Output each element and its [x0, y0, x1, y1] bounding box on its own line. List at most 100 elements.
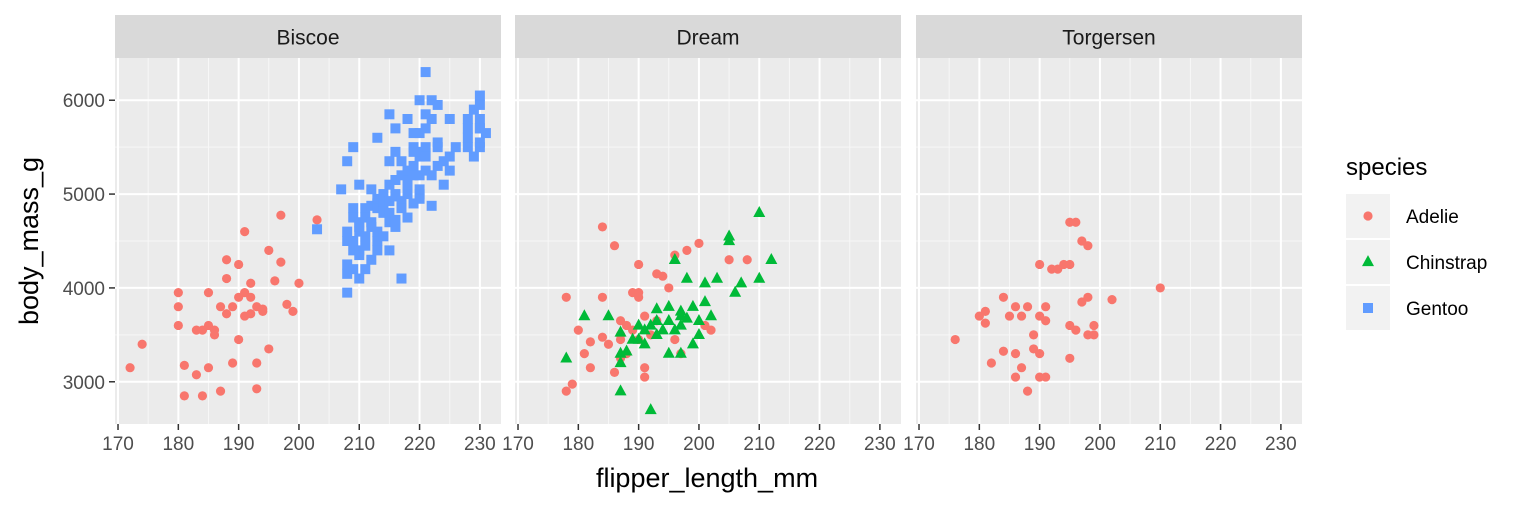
data-point-gentoo [336, 184, 347, 195]
data-point-adelie [634, 259, 644, 270]
series-gentoo [312, 67, 491, 298]
data-point-gentoo [390, 146, 401, 157]
data-point-chinstrap [620, 344, 633, 356]
data-point-adelie [724, 255, 734, 265]
legend-label: Gentoo [1406, 299, 1468, 320]
data-point-adelie [288, 306, 298, 316]
data-point-adelie [191, 370, 202, 380]
facet-strip-label: Torgersen [1062, 27, 1155, 50]
data-point-adelie [1155, 283, 1165, 293]
data-point-adelie [221, 273, 232, 284]
data-point-adelie [950, 334, 960, 345]
x-tick-label: 220 [804, 434, 836, 455]
data-point-gentoo [432, 142, 443, 153]
data-point-adelie [1107, 295, 1117, 305]
data-point-adelie [312, 215, 322, 225]
data-point-gentoo [450, 142, 461, 153]
data-point-gentoo [360, 264, 371, 275]
data-point-adelie [1010, 372, 1021, 382]
data-point-gentoo [348, 212, 359, 223]
x-tick-label: 210 [743, 434, 775, 455]
data-point-adelie [1041, 316, 1051, 326]
data-point-adelie [597, 292, 608, 302]
y-tick-label: 6000 [63, 91, 105, 112]
data-point-adelie [221, 309, 232, 319]
data-point-gentoo [384, 179, 395, 190]
data-point-adelie [634, 292, 644, 302]
data-point-gentoo [396, 170, 407, 181]
x-tick-label: 190 [623, 434, 655, 455]
x-tick-label: 220 [1205, 434, 1237, 455]
data-point-gentoo [408, 160, 419, 171]
data-point-chinstrap [662, 313, 675, 325]
facet-strip-label: Biscoe [276, 27, 339, 50]
data-point-chinstrap [602, 309, 615, 321]
legend-item-chinstrap: Chinstrap [1346, 240, 1487, 284]
legend-key-adelie [1363, 211, 1373, 221]
data-point-chinstrap [656, 323, 669, 335]
axes: 170 180 190 200 210 220 230 170 180 190 200 210 220 2… [63, 91, 1297, 455]
data-point-adelie [1022, 386, 1033, 396]
data-point-adelie [1029, 330, 1039, 340]
facet-panels: Biscoe Dream Torgersen [115, 15, 1302, 424]
data-point-chinstrap [686, 337, 699, 349]
data-point-gentoo [402, 179, 413, 190]
data-point-chinstrap [650, 313, 663, 325]
facet-panel-biscoe: Biscoe [115, 15, 501, 424]
legend: species Adelie Chinstrap Gentoo [1344, 154, 1487, 332]
data-point-chinstrap [698, 276, 711, 288]
data-point-chinstrap [674, 318, 687, 330]
data-point-adelie [125, 363, 135, 373]
data-point-adelie [1035, 259, 1045, 270]
data-point-gentoo [462, 132, 473, 143]
data-point-adelie [609, 367, 620, 377]
data-point-adelie [980, 306, 990, 316]
data-point-adelie [1010, 302, 1021, 312]
data-point-adelie [264, 344, 274, 354]
data-point-chinstrap [668, 323, 681, 335]
x-tick-label: 190 [223, 434, 255, 455]
data-point-adelie [640, 363, 650, 373]
data-point-adelie [246, 278, 256, 288]
data-point-gentoo [390, 123, 401, 134]
data-point-gentoo [348, 236, 359, 246]
data-point-gentoo [402, 189, 413, 200]
x-tick-label: 220 [404, 434, 436, 455]
data-point-chinstrap [662, 299, 675, 311]
data-point-gentoo [354, 273, 365, 284]
data-point-gentoo [474, 99, 485, 110]
x-tick-label: 180 [562, 434, 594, 455]
series-adelie [125, 210, 322, 401]
data-point-adelie [998, 346, 1009, 356]
data-point-gentoo [384, 109, 395, 120]
data-point-chinstrap [614, 325, 627, 337]
data-point-gentoo [474, 114, 485, 124]
data-point-gentoo [372, 132, 383, 143]
data-point-chinstrap [644, 318, 657, 330]
data-point-adelie [234, 259, 244, 270]
series-adelie [561, 222, 752, 396]
data-point-adelie [252, 384, 262, 394]
data-point-chinstrap [692, 313, 705, 325]
data-point-gentoo [408, 170, 419, 181]
data-point-gentoo [420, 142, 431, 153]
data-point-chinstrap [705, 309, 718, 321]
y-tick-label: 5000 [63, 185, 105, 206]
data-point-chinstrap [614, 356, 627, 368]
data-point-gentoo [426, 95, 437, 106]
data-point-adelie [1041, 372, 1051, 382]
data-point-gentoo [426, 170, 437, 181]
data-point-chinstrap [638, 337, 651, 349]
x-tick-label: 180 [162, 434, 194, 455]
y-tick-label: 3000 [63, 373, 105, 394]
data-point-gentoo [414, 128, 425, 139]
legend-title: species [1346, 154, 1427, 181]
x-tick-label: 210 [343, 434, 375, 455]
facet-strip-label: Dream [676, 27, 739, 50]
data-point-adelie [240, 227, 250, 237]
data-point-gentoo [414, 146, 425, 157]
data-point-chinstrap [578, 309, 591, 321]
data-point-gentoo [342, 236, 353, 246]
data-point-gentoo [378, 203, 389, 214]
